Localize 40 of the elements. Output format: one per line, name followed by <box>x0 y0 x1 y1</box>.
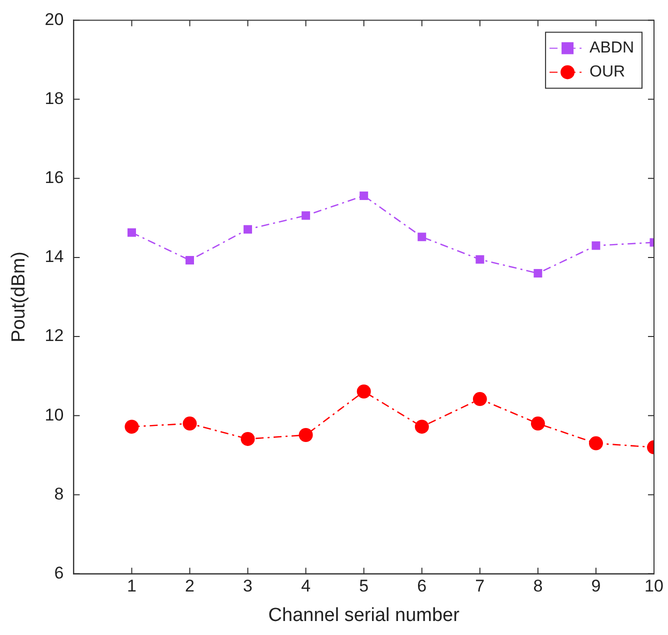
y-tick-label: 16 <box>44 168 64 188</box>
point <box>302 211 310 220</box>
legend-label: OUR <box>590 64 626 81</box>
point <box>472 392 487 406</box>
x-tick-label: 6 <box>417 576 427 596</box>
y-tick-label: 14 <box>44 247 64 266</box>
y-tick-label: 12 <box>44 326 64 346</box>
y-axis-title: Pout(dBm) <box>8 252 30 342</box>
y-tick-label: 20 <box>44 10 64 29</box>
point <box>240 432 255 446</box>
x-tick-label: 4 <box>301 576 311 596</box>
point <box>360 192 368 200</box>
point <box>530 416 545 431</box>
y-tick-label: 18 <box>44 88 64 108</box>
legend-label: ABDN <box>590 40 634 57</box>
point <box>356 384 371 399</box>
x-axis-title: Channel serial number <box>268 604 460 626</box>
y-tick-label: 8 <box>54 484 64 504</box>
point <box>592 241 600 250</box>
x-tick-label: 8 <box>533 576 543 596</box>
x-tick-label: 9 <box>591 576 601 596</box>
point <box>534 269 542 278</box>
point <box>418 232 426 242</box>
point <box>124 420 139 434</box>
point <box>298 428 313 442</box>
point <box>476 255 484 264</box>
point <box>127 228 136 237</box>
point <box>244 225 252 234</box>
x-tick-label: 2 <box>185 576 194 596</box>
x-tick-label: 5 <box>359 576 369 596</box>
x-tick-label: 1 <box>127 576 136 596</box>
point <box>414 420 429 434</box>
y-tick-label: 6 <box>54 563 64 582</box>
point <box>182 416 197 431</box>
x-tick-label: 7 <box>475 576 485 596</box>
y-tick-label: 10 <box>44 405 64 424</box>
point <box>186 256 194 264</box>
x-tick-label: 10 <box>644 576 664 596</box>
x-tick-label: 3 <box>243 576 253 596</box>
point <box>588 436 603 450</box>
